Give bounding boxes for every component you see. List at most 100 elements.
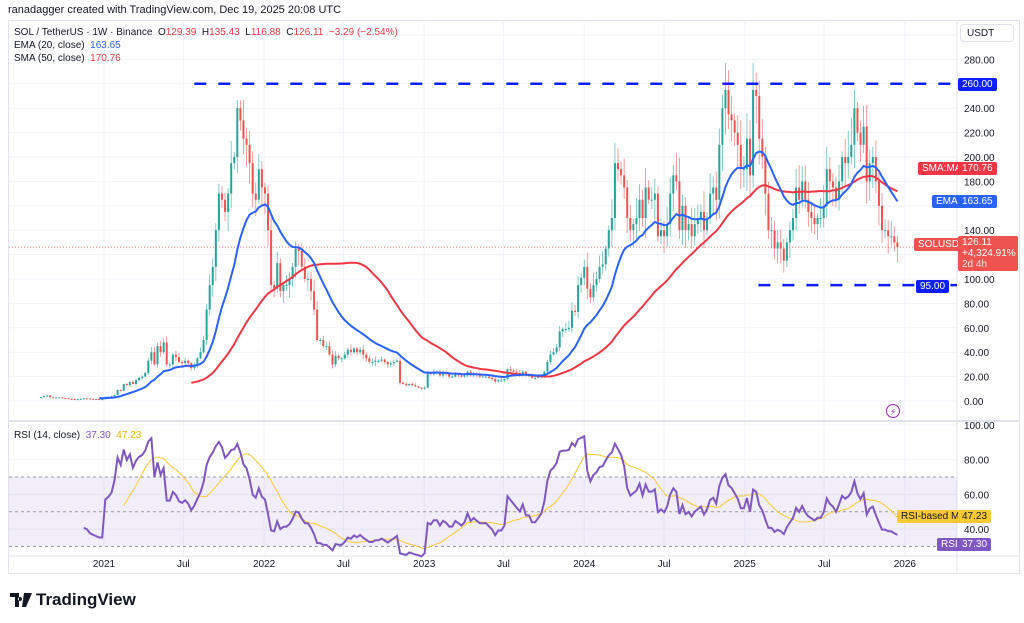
candle-body xyxy=(515,371,518,373)
candle xyxy=(310,271,313,301)
candle xyxy=(871,146,874,189)
candle xyxy=(761,119,764,169)
candle-body xyxy=(263,187,266,194)
high-label: H xyxy=(201,27,210,38)
candle xyxy=(451,374,454,378)
candle xyxy=(343,351,346,360)
candle xyxy=(426,371,429,389)
candle xyxy=(494,377,497,384)
candle xyxy=(92,398,95,400)
candle xyxy=(758,80,761,165)
candle xyxy=(236,100,239,174)
candle-body xyxy=(227,193,230,212)
candle-body xyxy=(681,205,684,231)
candle-body xyxy=(604,248,607,265)
x-tick-label: Jul xyxy=(818,559,831,570)
x-tick-label: Jul xyxy=(658,559,671,570)
rsi-ma-value-tag: 47.23 xyxy=(958,510,992,523)
candle-body xyxy=(313,291,316,310)
candle xyxy=(856,101,859,142)
candle xyxy=(389,360,392,368)
candle xyxy=(623,158,626,199)
candle-body xyxy=(592,285,595,298)
candle xyxy=(844,138,847,186)
candle xyxy=(319,338,322,345)
candle-body xyxy=(389,363,392,365)
candle-body xyxy=(595,279,598,286)
candle-body xyxy=(113,394,116,397)
candle xyxy=(214,223,217,281)
candle xyxy=(819,198,822,228)
candle-body xyxy=(248,144,251,164)
candle-body xyxy=(310,279,313,292)
candle-body xyxy=(52,397,55,399)
candle xyxy=(481,375,484,378)
candle xyxy=(39,397,42,399)
lightning-icon[interactable]: ⚡ xyxy=(886,404,900,418)
candle xyxy=(202,335,205,354)
price-change-pct: +4,324.91% xyxy=(962,248,1016,259)
candle-body xyxy=(408,383,411,386)
candle-body xyxy=(67,398,70,400)
candle xyxy=(325,341,328,350)
candle xyxy=(890,220,893,246)
candle xyxy=(153,347,156,366)
ema-legend[interactable]: EMA (20, close) 163.65 xyxy=(14,39,398,52)
candle-body xyxy=(220,193,223,200)
candle-body xyxy=(653,193,656,200)
rsi-legend[interactable]: RSI (14, close) 37.30 47.23 xyxy=(14,429,141,442)
candle xyxy=(884,219,887,239)
symbol-legend[interactable]: SOL / TetherUS · 1W · Binance O129.39 H1… xyxy=(14,26,398,39)
candle xyxy=(853,89,856,169)
candle-body xyxy=(294,248,297,267)
candle-body xyxy=(531,375,534,378)
candle-body xyxy=(632,224,635,231)
candle xyxy=(727,70,730,130)
candle xyxy=(144,371,147,378)
candle-body xyxy=(423,387,426,389)
candle xyxy=(119,389,122,392)
candle xyxy=(159,341,162,357)
candle-body xyxy=(61,397,64,399)
candle-body xyxy=(828,169,831,182)
candle-body xyxy=(411,383,414,386)
candle-body xyxy=(414,385,417,387)
candle xyxy=(552,347,555,356)
candle xyxy=(76,399,79,401)
candle xyxy=(211,258,214,297)
candle-body xyxy=(484,376,487,378)
x-tick-label: 2025 xyxy=(734,559,757,570)
candle xyxy=(847,130,850,179)
currency-selector[interactable]: USDT xyxy=(960,24,1014,42)
candle-body xyxy=(656,193,659,237)
sma-name-tag: SMA:MA xyxy=(918,162,966,175)
candle xyxy=(773,220,776,260)
candle xyxy=(365,352,368,362)
candle xyxy=(352,347,355,354)
candle xyxy=(141,375,144,380)
candle-body xyxy=(868,163,871,182)
candle-body xyxy=(331,354,334,365)
candle-body xyxy=(352,348,355,353)
candle-body xyxy=(715,187,718,200)
candle-body xyxy=(739,144,742,170)
candle-body xyxy=(159,346,162,353)
candle xyxy=(500,378,503,382)
candle-body xyxy=(174,354,177,358)
candle-body xyxy=(184,360,187,364)
candle xyxy=(675,152,678,191)
candle xyxy=(617,148,620,181)
sma-legend[interactable]: SMA (50, close) 170.76 xyxy=(14,52,398,65)
tradingview-logo[interactable]: TradingView xyxy=(10,590,136,610)
candle xyxy=(681,194,684,245)
candle xyxy=(285,275,288,292)
candle xyxy=(736,115,739,167)
candle xyxy=(709,173,712,224)
candle xyxy=(896,235,899,263)
candle xyxy=(607,225,610,257)
candle-body xyxy=(574,310,577,312)
candle-body xyxy=(279,263,282,292)
candle-body xyxy=(546,361,549,372)
candle xyxy=(580,273,583,293)
